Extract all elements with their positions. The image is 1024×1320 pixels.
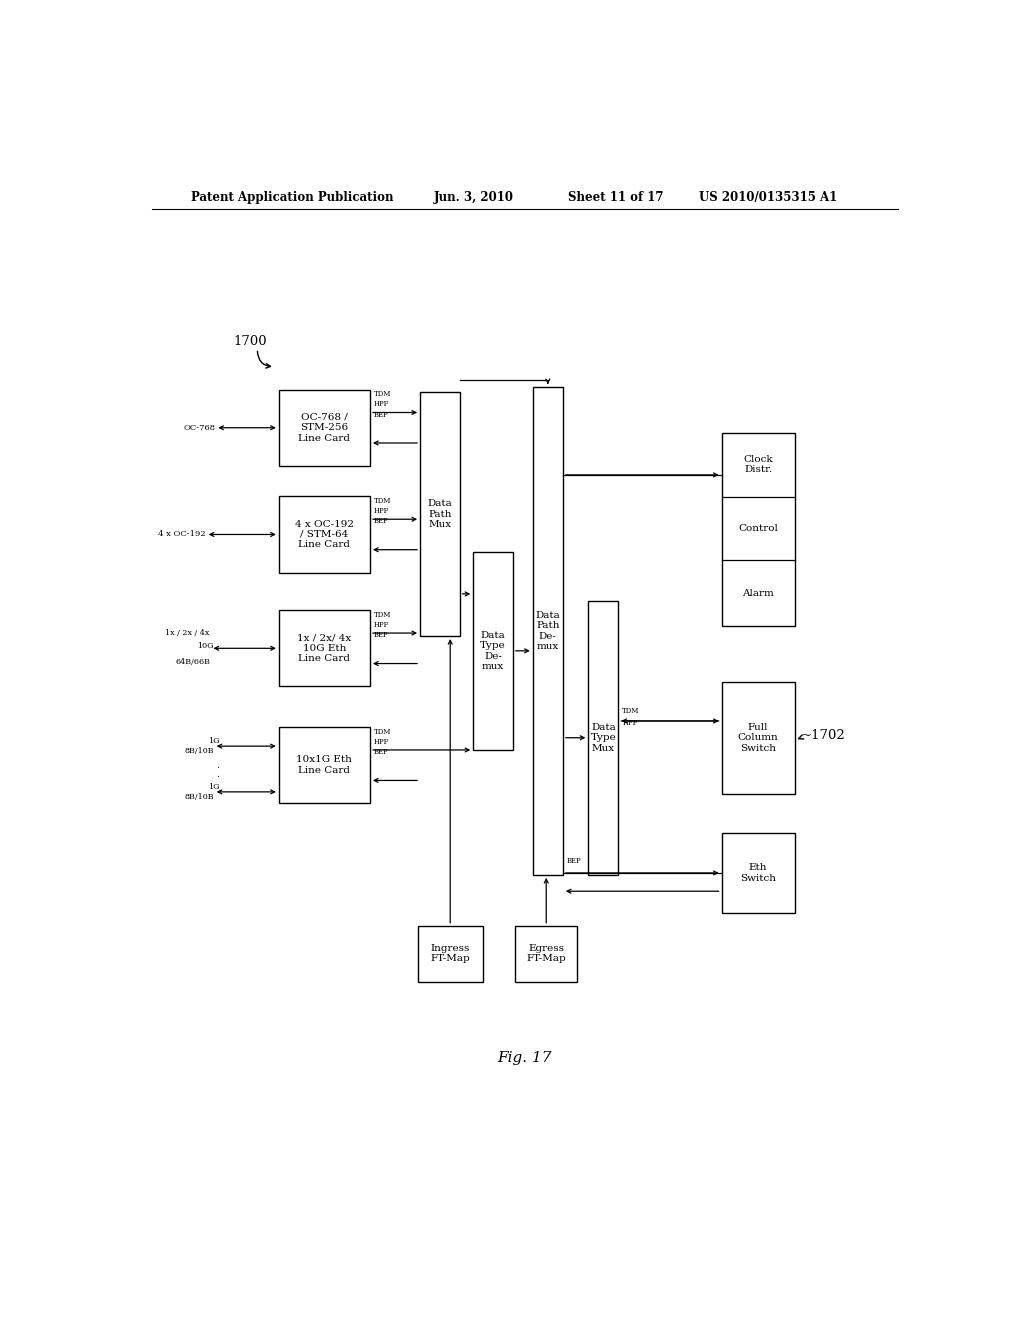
Bar xyxy=(279,610,370,686)
Text: TDM: TDM xyxy=(374,496,391,506)
Bar xyxy=(515,925,578,982)
Text: Data
Type
De-
mux: Data Type De- mux xyxy=(480,631,506,671)
Text: BEP: BEP xyxy=(567,857,582,865)
Text: 1G: 1G xyxy=(208,737,219,744)
Bar xyxy=(279,496,370,573)
Text: Eth
Switch: Eth Switch xyxy=(740,863,776,883)
Bar xyxy=(722,682,795,793)
Text: Egress
FT-Map: Egress FT-Map xyxy=(526,944,566,964)
Text: TDM: TDM xyxy=(374,727,391,735)
Text: 10G: 10G xyxy=(197,643,214,651)
Bar xyxy=(420,392,460,636)
Text: OC-768 /
STM-256
Line Card: OC-768 / STM-256 Line Card xyxy=(298,413,350,442)
Text: TDM: TDM xyxy=(374,611,391,619)
Bar xyxy=(473,552,513,750)
Bar xyxy=(532,387,563,875)
Bar xyxy=(279,727,370,804)
Bar xyxy=(722,433,795,626)
Text: ~1702: ~1702 xyxy=(801,729,846,742)
Text: 10x1G Eth
Line Card: 10x1G Eth Line Card xyxy=(297,755,352,775)
Text: Alarm: Alarm xyxy=(742,589,774,598)
Text: BEP: BEP xyxy=(374,411,389,418)
Text: .: . xyxy=(216,770,219,779)
Text: BEP: BEP xyxy=(374,631,389,639)
Text: US 2010/0135315 A1: US 2010/0135315 A1 xyxy=(699,190,838,203)
Text: Ingress
FT-Map: Ingress FT-Map xyxy=(430,944,470,964)
Bar xyxy=(418,925,482,982)
Text: HPF: HPF xyxy=(374,738,389,746)
Text: Control: Control xyxy=(738,524,778,533)
Text: 8B/10B: 8B/10B xyxy=(184,747,214,755)
Text: 4 x OC-192
/ STM-64
Line Card: 4 x OC-192 / STM-64 Line Card xyxy=(295,520,354,549)
Text: 8B/10B: 8B/10B xyxy=(184,793,214,801)
Text: 4 x OC-192: 4 x OC-192 xyxy=(158,531,206,539)
Text: Full
Column
Switch: Full Column Switch xyxy=(737,723,778,752)
Text: HPF: HPF xyxy=(374,400,389,408)
Text: HPF: HPF xyxy=(374,620,389,628)
Text: HPF: HPF xyxy=(623,719,638,727)
Text: Patent Application Publication: Patent Application Publication xyxy=(191,190,394,203)
Text: HPF: HPF xyxy=(374,507,389,515)
Text: BEP: BEP xyxy=(374,517,389,525)
Text: Fig. 17: Fig. 17 xyxy=(498,1051,552,1065)
Bar xyxy=(279,389,370,466)
Text: TDM: TDM xyxy=(623,706,640,715)
Text: 1G: 1G xyxy=(208,783,219,791)
Text: Data
Path
Mux: Data Path Mux xyxy=(427,499,453,529)
Text: 1x / 2x / 4x: 1x / 2x / 4x xyxy=(165,630,209,638)
Text: Data
Type
Mux: Data Type Mux xyxy=(591,723,616,752)
Text: TDM: TDM xyxy=(374,391,391,399)
Text: Clock
Distr.: Clock Distr. xyxy=(743,455,773,474)
Text: 1700: 1700 xyxy=(233,335,267,348)
Text: Data
Path
De-
mux: Data Path De- mux xyxy=(536,611,560,651)
Text: 64B/66B: 64B/66B xyxy=(175,657,211,665)
Text: Jun. 3, 2010: Jun. 3, 2010 xyxy=(433,190,514,203)
Text: .: . xyxy=(216,760,219,770)
Text: Sheet 11 of 17: Sheet 11 of 17 xyxy=(568,190,664,203)
Text: 1x / 2x/ 4x
10G Eth
Line Card: 1x / 2x/ 4x 10G Eth Line Card xyxy=(297,634,351,663)
Bar xyxy=(588,601,618,875)
Bar xyxy=(722,833,795,912)
Text: OC-768: OC-768 xyxy=(183,424,215,432)
Text: BEP: BEP xyxy=(374,748,389,756)
